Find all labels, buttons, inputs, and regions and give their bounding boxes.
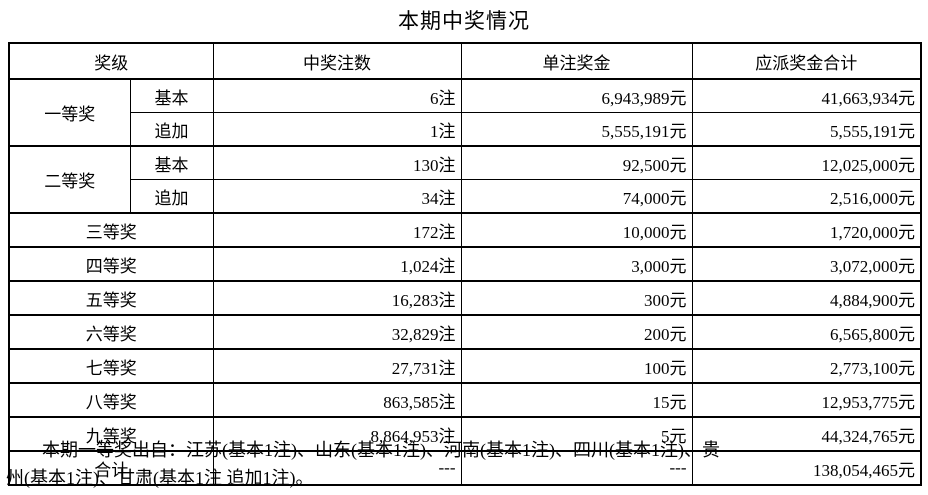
bet-count-cell: 27,731注: [212, 348, 462, 384]
first-prize-source-note: 本期一等奖出自：江苏(基本1注)、山东(基本1注)、河南(基本1注)、四川(基本…: [6, 436, 924, 492]
prize-table: 奖级 中奖注数 单注奖金 应派奖金合计 一等奖 基本 6注 6,943,989元…: [8, 42, 922, 486]
bet-type-cell: 追加: [129, 179, 214, 214]
total-payout-cell: 2,516,000元: [691, 179, 922, 214]
prize-level-cell: 八等奖: [8, 382, 214, 418]
prize-level-cell: 四等奖: [8, 246, 214, 282]
bet-count-cell: 863,585注: [212, 382, 462, 418]
table-row-fifth-prize: 五等奖 16,283注 300元 4,884,900元: [8, 280, 922, 316]
total-payout-cell: 5,555,191元: [691, 112, 922, 147]
table-row-first-prize-basic: 一等奖 基本 6注 6,943,989元 41,663,934元: [8, 78, 922, 147]
prize-level-cell: 二等奖: [8, 145, 131, 214]
bet-count-cell: 6注: [212, 78, 462, 113]
total-payout-cell: 3,072,000元: [691, 246, 922, 282]
table-row-ninth-prize: 九等奖 8,864,953注 5元 44,324,765元: [8, 416, 922, 452]
table-row-total: 合计 --- --- 138,054,465元: [8, 450, 922, 486]
table-row-first-prize-additional: 追加 1注 5,555,191元 5,555,191元: [9, 112, 922, 147]
total-payout-cell: 6,565,800元: [691, 314, 922, 350]
prize-per-bet-cell: 5,555,191元: [460, 112, 693, 147]
prize-per-bet-cell: 300元: [460, 280, 693, 316]
bet-count-cell: 130注: [212, 145, 462, 180]
prize-per-bet-cell: 3,000元: [460, 246, 693, 282]
prize-level-cell: 七等奖: [8, 348, 214, 384]
total-payout-cell: 44,324,765元: [691, 416, 922, 452]
total-payout-cell: 4,884,900元: [691, 280, 922, 316]
note-line-2: 州(基本1注)、甘肃(基本1注 追加1注)。: [6, 468, 314, 488]
bet-count-cell: 16,283注: [212, 280, 462, 316]
prize-level-cell: 一等奖: [8, 78, 131, 147]
bet-count-cell: 172注: [212, 212, 462, 248]
total-payout-cell: 138,054,465元: [691, 450, 922, 486]
prize-per-bet-cell: 200元: [460, 314, 693, 350]
bet-count-cell: 32,829注: [212, 314, 462, 350]
prize-level-cell: 九等奖: [8, 416, 214, 452]
col-header-prize-level: 奖级: [8, 42, 214, 80]
total-payout-cell: 2,773,100元: [691, 348, 922, 384]
table-row-sixth-prize: 六等奖 32,829注 200元 6,565,800元: [8, 314, 922, 350]
table-row-eighth-prize: 八等奖 863,585注 15元 12,953,775元: [8, 382, 922, 418]
prize-level-cell: 六等奖: [8, 314, 214, 350]
bet-count-cell: 8,864,953注: [212, 416, 462, 452]
page-title: 本期中奖情况: [398, 9, 530, 33]
table-row-seventh-prize: 七等奖 27,731注 100元 2,773,100元: [8, 348, 922, 384]
bet-type-cell: 基本: [129, 78, 214, 113]
prize-per-bet-cell: ---: [460, 450, 693, 486]
col-header-winning-bets: 中奖注数: [212, 42, 462, 80]
bet-type-cell: 基本: [129, 145, 214, 180]
bet-count-cell: 1,024注: [212, 246, 462, 282]
prize-level-cell: 三等奖: [8, 212, 214, 248]
prize-per-bet-cell: 100元: [460, 348, 693, 384]
table-row-third-prize: 三等奖 172注 10,000元 1,720,000元: [8, 212, 922, 248]
col-header-total-payout: 应派奖金合计: [691, 42, 922, 80]
table-row-fourth-prize: 四等奖 1,024注 3,000元 3,072,000元: [8, 246, 922, 282]
prize-per-bet-cell: 10,000元: [460, 212, 693, 248]
prize-per-bet-cell: 74,000元: [460, 179, 693, 214]
table-header-row: 奖级 中奖注数 单注奖金 应派奖金合计: [8, 42, 922, 80]
total-payout-cell: 12,953,775元: [691, 382, 922, 418]
prize-per-bet-cell: 92,500元: [460, 145, 693, 180]
note-line-1: 本期一等奖出自：江苏(基本1注)、山东(基本1注)、河南(基本1注)、四川(基本…: [42, 440, 720, 460]
prize-per-bet-cell: 6,943,989元: [460, 78, 693, 113]
prize-level-cell: 五等奖: [8, 280, 214, 316]
bet-type-cell: 追加: [129, 112, 214, 147]
total-payout-cell: 1,720,000元: [691, 212, 922, 248]
table-row-second-prize-additional: 追加 34注 74,000元 2,516,000元: [9, 179, 922, 214]
total-payout-cell: 41,663,934元: [691, 78, 922, 113]
bet-count-cell: 1注: [212, 112, 462, 147]
total-payout-cell: 12,025,000元: [691, 145, 922, 180]
table-row-second-prize-basic: 二等奖 基本 130注 92,500元 12,025,000元: [8, 145, 922, 214]
prize-per-bet-cell: 15元: [460, 382, 693, 418]
bet-count-cell: 34注: [212, 179, 462, 214]
col-header-prize-per-bet: 单注奖金: [460, 42, 693, 80]
